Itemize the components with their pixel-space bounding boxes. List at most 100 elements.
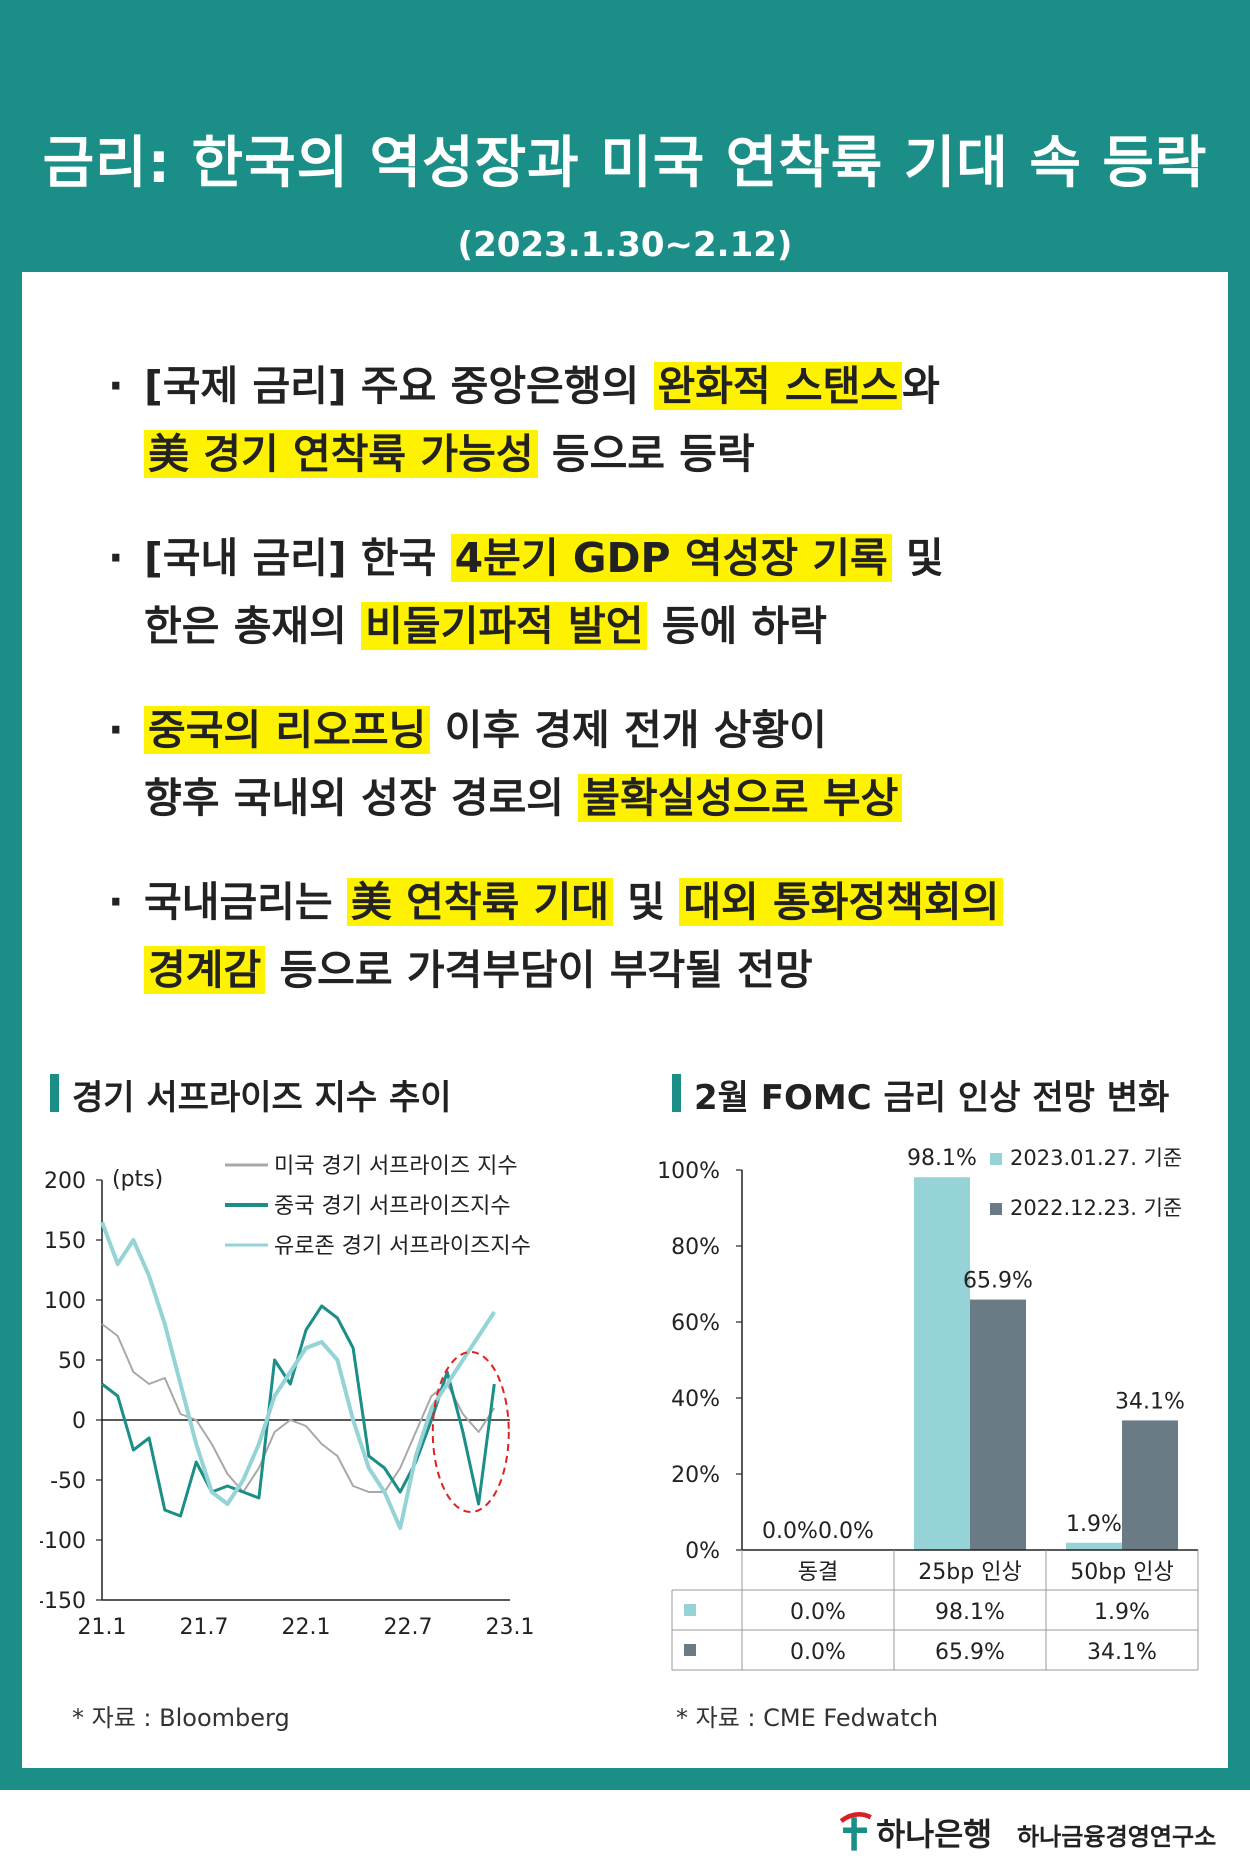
legend-label: 유로존 경기 서프라이즈지수 xyxy=(274,1234,531,1259)
y-tick-label: 100 xyxy=(44,1289,86,1314)
section-marker xyxy=(672,1074,681,1112)
bullet-line: 美 경기 연착륙 가능성 등으로 등락 xyxy=(110,420,1160,488)
bar-value-label: 34.1% xyxy=(1115,1389,1185,1414)
bullet-line: 한은 총재의 비둘기파적 발언 등에 하락 xyxy=(110,592,1160,660)
bullet-item: · [국내 금리] 한국 4분기 GDP 역성장 기록 및 한은 총재의 비둘기파적… xyxy=(108,524,1160,660)
highlight-ellipse xyxy=(431,1351,510,1513)
x-tick-label: 21.1 xyxy=(78,1615,127,1640)
bar-value-label: 0.0% xyxy=(818,1519,874,1544)
footer-institute: 하나금융경영연구소 xyxy=(1017,1823,1216,1851)
y-tick-label: 0% xyxy=(685,1539,720,1564)
bullet-line: 중국의 리오프닝 이후 경제 전개 상황이 xyxy=(110,696,1160,764)
bullet-text: 및 xyxy=(613,878,680,926)
hana-logo: 하나은행 하나금융경영연구소 xyxy=(839,1811,1216,1853)
y-tick-label: -150 xyxy=(40,1589,86,1614)
bar-value-label: 1.9% xyxy=(1066,1512,1122,1537)
chart2-title: 2월 FOMC 금리 인상 전망 변화 xyxy=(694,1078,1170,1118)
bullet-text: 및 xyxy=(891,534,944,582)
y-tick-label: 20% xyxy=(671,1463,720,1488)
y-tick-label: 50 xyxy=(58,1349,86,1374)
x-tick-label: 22.1 xyxy=(282,1615,331,1640)
table-cell: 65.9% xyxy=(935,1640,1005,1665)
bullet-dot: · xyxy=(108,706,124,754)
chart1-title: 경기 서프라이즈 지수 추이 xyxy=(72,1078,452,1118)
y-tick-label: -50 xyxy=(50,1469,86,1494)
bullet-text: 등에 하락 xyxy=(647,602,827,650)
x-tick-label: 21.7 xyxy=(180,1615,229,1640)
legend-swatch xyxy=(990,1153,1002,1165)
bullet-line: 국내금리는 美 연착륙 기대 및 대외 통화정책회의 xyxy=(110,868,1160,936)
page-period: (2023.1.30~2.12) xyxy=(457,225,793,265)
bullet-text: 이후 경제 전개 상황이 xyxy=(430,706,827,754)
table-swatch xyxy=(684,1604,696,1616)
y-tick-label: 60% xyxy=(671,1311,720,1336)
y-tick-label: 200 xyxy=(44,1169,86,1194)
bullet-text: [국내 금리] 한국 xyxy=(144,534,451,582)
content-panel xyxy=(22,272,1228,1768)
highlighted-text: 美 경기 연착륙 가능성 xyxy=(144,430,538,478)
highlighted-text: 대외 통화정책회의 xyxy=(679,878,1004,926)
series-line-1 xyxy=(101,1304,496,1518)
y-tick-label: 150 xyxy=(44,1229,86,1254)
bullet-dot: · xyxy=(108,534,124,582)
bar xyxy=(970,1299,1026,1550)
chart1-source: * 자료 : Bloomberg xyxy=(72,1704,290,1732)
series-line-2 xyxy=(100,1221,496,1530)
bullet-dot: · xyxy=(108,878,124,926)
bullet-item: · 국내금리는 美 연착륙 기대 및 대외 통화정책회의 경계감 등으로 가격부담이… xyxy=(108,868,1160,1004)
legend-label: 2023.01.27. 기준 xyxy=(1010,1146,1182,1170)
highlighted-text: 美 연착륙 기대 xyxy=(346,878,614,926)
legend-label: 2022.12.23. 기준 xyxy=(1010,1196,1182,1220)
table-header: 50bp 인상 xyxy=(1070,1560,1173,1585)
highlighted-text: 완화적 스탠스 xyxy=(653,362,903,410)
bullet-text: 등으로 가격부담이 부각될 전망 xyxy=(265,946,813,994)
x-tick-label: 22.7 xyxy=(384,1615,433,1640)
table-cell: 0.0% xyxy=(790,1640,846,1665)
x-tick-label: 23.1 xyxy=(486,1615,535,1640)
bullet-line: [국제 금리] 주요 중앙은행의 완화적 스탠스와 xyxy=(110,352,1160,420)
bullet-text: 국내금리는 xyxy=(144,878,347,926)
table-swatch xyxy=(684,1644,696,1656)
bullet-text: 향후 국내외 성장 경로의 xyxy=(144,774,579,822)
y-tick-label: 0 xyxy=(72,1409,86,1434)
bullet-line: 경계감 등으로 가격부담이 부각될 전망 xyxy=(110,936,1160,1004)
highlighted-text: 경계감 xyxy=(144,946,266,994)
hana-symbol-icon xyxy=(839,1811,872,1851)
bullet-line: [국내 금리] 한국 4분기 GDP 역성장 기록 및 xyxy=(110,524,1160,592)
y-tick-label: 40% xyxy=(671,1387,720,1412)
bullet-text: [국제 금리] 주요 중앙은행의 xyxy=(144,362,654,410)
page-title: 금리: 한국의 역성장과 미국 연착륙 기대 속 등락 xyxy=(42,131,1208,196)
bar-value-label: 98.1% xyxy=(907,1146,977,1171)
chart2-source: * 자료 : CME Fedwatch xyxy=(676,1704,939,1732)
bullet-text: 등으로 등락 xyxy=(537,430,755,478)
footer-bank: 하나은행 xyxy=(876,1817,992,1853)
table-header: 동결 xyxy=(798,1560,838,1585)
y-tick-label: 80% xyxy=(671,1235,720,1260)
table-cell: 0.0% xyxy=(790,1600,846,1625)
legend-swatch xyxy=(990,1203,1002,1215)
highlighted-text: 4분기 GDP 역성장 기록 xyxy=(450,534,892,582)
table-cell: 98.1% xyxy=(935,1600,1005,1625)
bullet-list: · [국제 금리] 주요 중앙은행의 완화적 스탠스와 美 경기 연착륙 가능성 등… xyxy=(108,352,1160,1040)
unit-label: (pts) xyxy=(112,1167,163,1192)
fomc-bar-chart: 100%80%60%40%20%0% 0.0% 0.0%98.1%65.9%1.9… xyxy=(657,1146,1199,1671)
bullet-text: 와 xyxy=(902,362,940,410)
bar xyxy=(1122,1420,1178,1550)
highlighted-text: 중국의 리오프닝 xyxy=(144,706,431,754)
bullet-item: · [국제 금리] 주요 중앙은행의 완화적 스탠스와 美 경기 연착륙 가능성 등… xyxy=(108,352,1160,488)
bullet-item: · 중국의 리오프닝 이후 경제 전개 상황이 향후 국내외 성장 경로의 불확실성… xyxy=(108,696,1160,832)
bullet-dot: · xyxy=(108,362,124,410)
y-tick-label: -100 xyxy=(40,1529,86,1554)
highlighted-text: 비둘기파적 발언 xyxy=(361,602,648,650)
bullet-line: 향후 국내외 성장 경로의 불확실성으로 부상 xyxy=(110,764,1160,832)
section-marker xyxy=(50,1074,59,1112)
legend-label: 미국 경기 서프라이즈 지수 xyxy=(274,1154,518,1179)
bar xyxy=(914,1177,970,1550)
header-banner xyxy=(22,0,1228,320)
legend-label: 중국 경기 서프라이즈지수 xyxy=(274,1194,511,1219)
table-cell: 1.9% xyxy=(1094,1600,1150,1625)
bar xyxy=(1066,1542,1122,1550)
bar-value-label: 65.9% xyxy=(963,1269,1033,1294)
table-header: 25bp 인상 xyxy=(918,1560,1021,1585)
table-cell: 34.1% xyxy=(1087,1640,1157,1665)
